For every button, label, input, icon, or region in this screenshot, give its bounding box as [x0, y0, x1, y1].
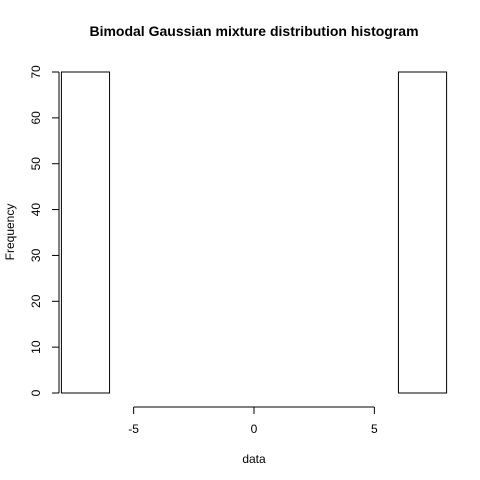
x-axis: -5 0 5 — [128, 406, 378, 436]
histogram-bar-7 — [397, 71, 448, 394]
y-tick-label: 0 — [29, 389, 43, 396]
x-tick-label: 0 — [251, 422, 258, 436]
y-tick-label: 60 — [29, 111, 43, 125]
y-tick-label: 10 — [29, 340, 43, 354]
histogram-bar-0 — [60, 71, 111, 394]
x-axis-label: data — [242, 452, 266, 466]
y-tick-label: 50 — [29, 157, 43, 171]
histogram-bars — [60, 71, 448, 394]
y-axis-label: Frequency — [3, 204, 17, 261]
y-tick-label: 70 — [29, 65, 43, 79]
y-tick-label: 40 — [29, 203, 43, 217]
y-tick-label: 20 — [29, 294, 43, 308]
x-tick-label: -5 — [128, 422, 139, 436]
y-tick-label: 30 — [29, 248, 43, 262]
x-tick-label: 5 — [371, 422, 378, 436]
y-axis: 0 10 20 30 40 50 60 70 — [29, 65, 60, 396]
chart-title: Bimodal Gaussian mixture distribution hi… — [89, 23, 418, 39]
